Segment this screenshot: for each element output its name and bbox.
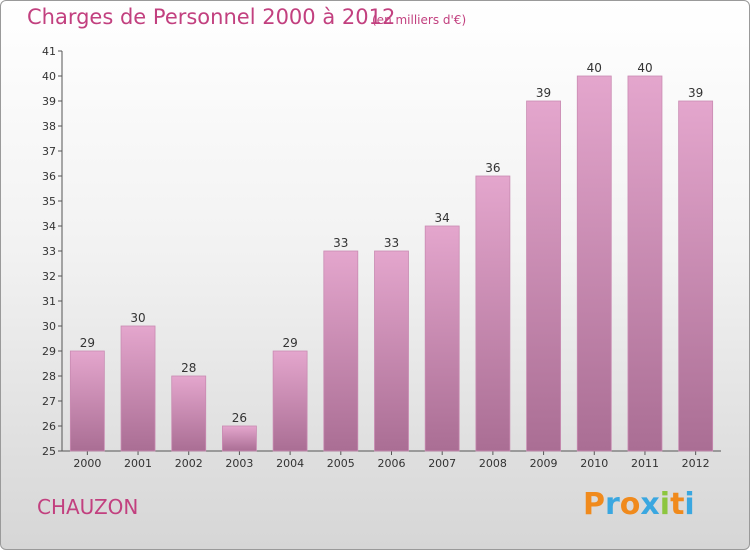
chart-bars	[69, 75, 714, 452]
bar-2003	[222, 425, 257, 452]
chart-data-labels: 29 30 28 26 29 33 33 34 36 39 40 40 39	[80, 61, 704, 425]
bar-2011	[627, 75, 663, 452]
logo-letter: r	[605, 487, 620, 522]
x-tick-label: 2009	[530, 457, 558, 470]
y-tick-label: 31	[42, 295, 56, 308]
y-tick-label: 25	[42, 445, 56, 458]
y-tick-label: 37	[42, 145, 56, 158]
y-tick-label: 27	[42, 395, 56, 408]
bar-2000	[69, 350, 105, 452]
x-tick-label: 2006	[378, 457, 406, 470]
data-label: 29	[80, 336, 95, 350]
x-tick-label: 2004	[276, 457, 304, 470]
y-tick-label: 26	[42, 420, 56, 433]
y-tick-label: 29	[42, 345, 56, 358]
data-label: 39	[688, 86, 703, 100]
y-tick-label: 40	[42, 70, 56, 83]
data-label: 39	[536, 86, 551, 100]
data-label: 33	[384, 236, 399, 250]
logo-letter: x	[640, 487, 660, 522]
data-label: 33	[333, 236, 348, 250]
logo-letter: t	[670, 487, 685, 522]
bar-2005	[323, 250, 359, 452]
data-label: 36	[485, 161, 500, 175]
y-tick-label: 34	[42, 220, 56, 233]
bar-2006	[374, 250, 409, 452]
proxiti-logo: Proxiti	[583, 487, 695, 522]
data-label: 40	[637, 61, 652, 75]
chart-subtitle: (en milliers d'€)	[372, 13, 467, 27]
x-tick-label: 2011	[631, 457, 659, 470]
x-tick-label: 2001	[124, 457, 152, 470]
data-label: 30	[130, 311, 145, 325]
y-tick-label: 36	[42, 170, 56, 183]
data-label: 40	[587, 61, 602, 75]
data-label: 29	[282, 336, 297, 350]
data-label: 26	[232, 411, 247, 425]
bar-2010	[576, 75, 612, 452]
x-tick-label: 2012	[682, 457, 710, 470]
logo-letter: o	[619, 487, 641, 522]
y-tick-label: 30	[42, 320, 56, 333]
x-tick-label: 2007	[428, 457, 456, 470]
bar-2012	[678, 100, 714, 452]
logo-letter: i	[659, 487, 671, 522]
x-tick-label: 2005	[327, 457, 355, 470]
y-tick-label: 38	[42, 120, 56, 133]
logo-letter: P	[583, 487, 605, 522]
bar-2007	[424, 225, 460, 452]
x-tick-label: 2000	[73, 457, 101, 470]
y-tick-label: 32	[42, 270, 56, 283]
y-tick-label: 41	[42, 45, 56, 58]
y-tick-label: 33	[42, 245, 56, 258]
chart-axes: 25 26 27 28 29 30 31 32 33 34 35 36 37 38 39 40 41 2000 20…	[42, 45, 721, 470]
data-label: 34	[435, 211, 450, 225]
bar-2009	[526, 100, 561, 452]
y-tick-label: 28	[42, 370, 56, 383]
logo-letter: i	[684, 487, 695, 522]
data-label: 28	[181, 361, 196, 375]
bar-2002	[171, 375, 207, 452]
x-tick-label: 2010	[580, 457, 608, 470]
bar-2001	[120, 325, 156, 452]
bar-2004	[272, 350, 308, 452]
bar-2008	[475, 175, 511, 452]
x-tick-label: 2008	[479, 457, 507, 470]
x-tick-label: 2002	[175, 457, 203, 470]
chart-title: Charges de Personnel 2000 à 2012	[27, 5, 396, 29]
y-tick-label: 35	[42, 195, 56, 208]
commune-name: CHAUZON	[37, 495, 139, 519]
y-tick-label: 39	[42, 95, 56, 108]
x-tick-label: 2003	[225, 457, 253, 470]
